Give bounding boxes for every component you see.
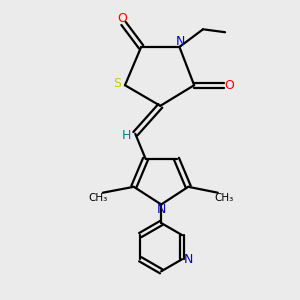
Text: N: N <box>184 253 193 266</box>
Text: CH₃: CH₃ <box>89 193 108 203</box>
Text: O: O <box>225 79 234 92</box>
Text: S: S <box>113 77 121 90</box>
Text: O: O <box>117 13 127 26</box>
Text: N: N <box>176 35 186 48</box>
Text: N: N <box>157 203 166 216</box>
Text: CH₃: CH₃ <box>214 193 234 203</box>
Text: H: H <box>122 129 131 142</box>
